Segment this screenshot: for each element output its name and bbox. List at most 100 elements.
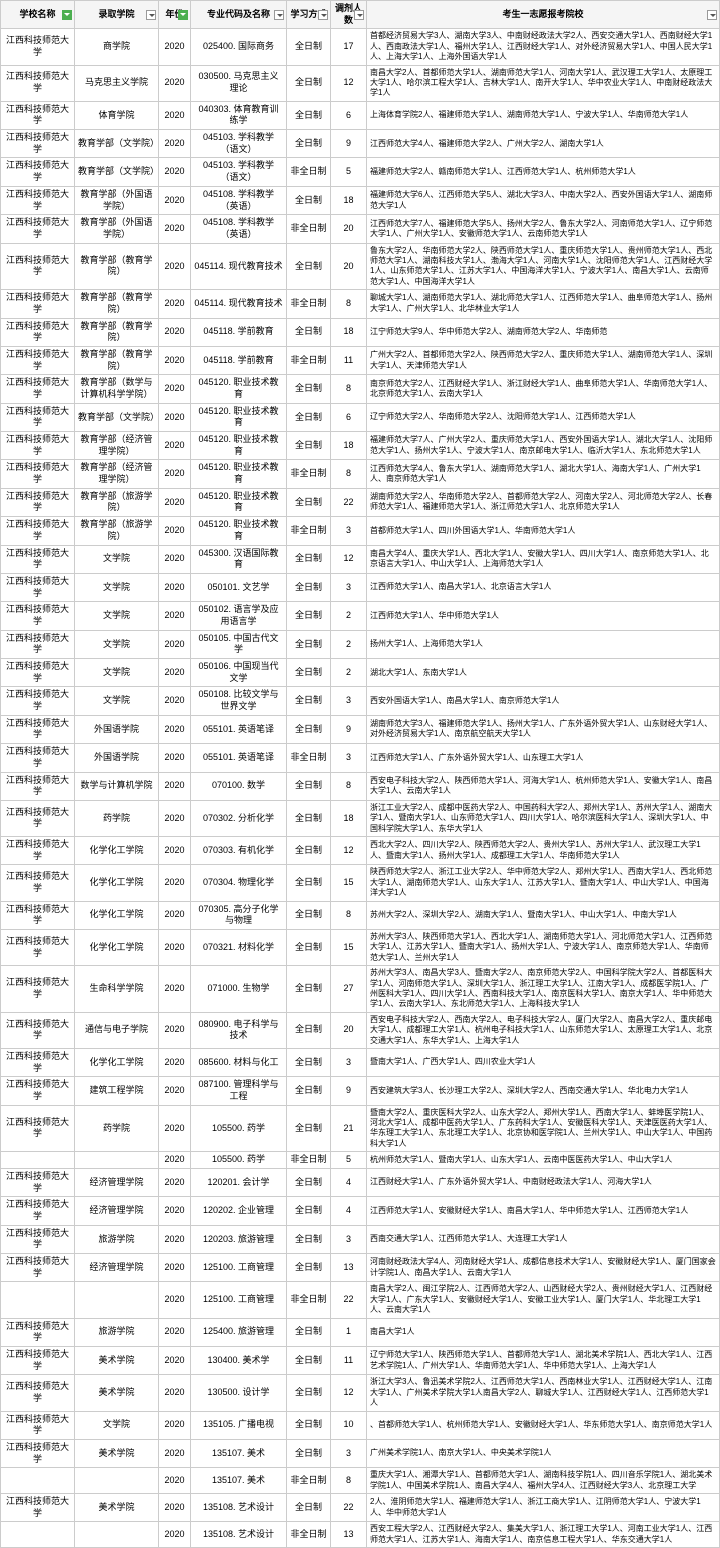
col-header-6[interactable]: 考生一志愿报考院校: [367, 1, 720, 29]
cell: 旅游学院: [75, 1318, 159, 1346]
cell: 2020: [159, 130, 191, 158]
cell: 浙江工业大学2人、成都中医药大学2人、中国药科大学2人、郑州大学1人、苏州大学1…: [367, 800, 720, 836]
filter-icon[interactable]: [354, 10, 364, 20]
cell: 2020: [159, 1105, 191, 1152]
table-row: 江西科技师范大学经济管理学院2020120202. 企业管理全日制4江西师范大学…: [1, 1197, 720, 1225]
table-row: 江西科技师范大学商学院2020025400. 国际商务全日制17首都经济贸易大学…: [1, 29, 720, 65]
cell: 070305. 高分子化学与物理: [191, 901, 287, 929]
table-row: 江西科技师范大学教育学部（教育学院）2020045118. 学前教育非全日制11…: [1, 346, 720, 374]
col-header-5[interactable]: 调剂人数: [331, 1, 367, 29]
cell: 药学院: [75, 800, 159, 836]
table-row: 江西科技师范大学教育学部（经济管理学院）2020045120. 职业技术教育全日…: [1, 432, 720, 460]
filter-icon[interactable]: [178, 10, 188, 20]
table-row: 江西科技师范大学经济管理学院2020120201. 会计学全日制4江西财经大学1…: [1, 1168, 720, 1196]
cell: 2020: [159, 101, 191, 129]
cell: 教育学部（文学院）: [75, 130, 159, 158]
filter-icon[interactable]: [62, 10, 72, 20]
cell: 045103. 学科教学（语文）: [191, 130, 287, 158]
cell: 西安电子科技大学2人、西南大学2人、电子科技大学2人、厦门大学2人、南昌大学2人…: [367, 1012, 720, 1048]
cell: 全日制: [287, 573, 331, 601]
table-row: 江西科技师范大学教育学部（教育学院）2020045114. 现代教育技术全日制2…: [1, 243, 720, 290]
table-row: 2020135108. 艺术设计非全日制13西安工程大学2人、江西财经大学2人、…: [1, 1522, 720, 1548]
cell: 055101. 英语笔译: [191, 715, 287, 743]
cell: 120203. 旅游管理: [191, 1225, 287, 1253]
cell: 2020: [159, 158, 191, 186]
cell: [1, 1522, 75, 1548]
cell: 2: [331, 630, 367, 658]
col-header-3[interactable]: 专业代码及名称: [191, 1, 287, 29]
cell: 西安外国语大学1人、南昌大学1人、南京师范大学1人: [367, 687, 720, 715]
filter-icon[interactable]: [146, 10, 156, 20]
cell: 18: [331, 318, 367, 346]
col-header-2[interactable]: 年份: [159, 1, 191, 29]
col-header-4[interactable]: 学习方式: [287, 1, 331, 29]
cell: 8: [331, 460, 367, 488]
cell: 全日制: [287, 1318, 331, 1346]
cell: 江西科技师范大学: [1, 901, 75, 929]
table-row: 江西科技师范大学美术学院2020130500. 设计学全日制12浙江大学3人、鲁…: [1, 1375, 720, 1411]
cell: 首都师范大学1人、四川外国语大学1人、华南师范大学1人: [367, 517, 720, 545]
cell: 非全日制: [287, 1468, 331, 1494]
table-row: 江西科技师范大学药学院2020105500. 药学全日制21暨南大学2人、重庆医…: [1, 1105, 720, 1152]
cell: 2020: [159, 545, 191, 573]
filter-icon[interactable]: [274, 10, 284, 20]
cell: 全日制: [287, 186, 331, 214]
cell: 江西科技师范大学: [1, 460, 75, 488]
col-header-0[interactable]: 学校名称: [1, 1, 75, 29]
cell: 9: [331, 715, 367, 743]
cell: 聊城大学1人、湖南师范大学1人、湖北师范大学1人、江西师范大学1人、曲阜师范大学…: [367, 290, 720, 318]
admissions-table: 学校名称录取学院年份专业代码及名称学习方式调剂人数考生一志愿报考院校 江西科技师…: [0, 0, 720, 1548]
cell: 文学院: [75, 659, 159, 687]
cell: 江西科技师范大学: [1, 800, 75, 836]
filter-icon[interactable]: [318, 10, 328, 20]
cell: 江西科技师范大学: [1, 215, 75, 243]
cell: 全日制: [287, 488, 331, 516]
cell: 西安工程大学2人、江西财经大学2人、集美大学1人、浙江理工大学1人、河南工业大学…: [367, 1522, 720, 1548]
cell: 江西科技师范大学: [1, 517, 75, 545]
cell: 全日制: [287, 901, 331, 929]
cell: 建筑工程学院: [75, 1077, 159, 1105]
cell: 江西科技师范大学: [1, 1168, 75, 1196]
cell: 全日制: [287, 101, 331, 129]
cell: 18: [331, 432, 367, 460]
cell: 体育学院: [75, 101, 159, 129]
cell: 2020: [159, 865, 191, 901]
cell: 经济管理学院: [75, 1197, 159, 1225]
cell: 江西科技师范大学: [1, 1077, 75, 1105]
cell: 美术学院: [75, 1439, 159, 1467]
cell: 江西科技师范大学: [1, 65, 75, 101]
cell: 浙江大学3人、鲁迅美术学院2人、江西师范大学1人、西南林业大学1人、江西财经大学…: [367, 1375, 720, 1411]
filter-icon[interactable]: [707, 10, 717, 20]
table-row: 江西科技师范大学教育学部（旅游学院）2020045120. 职业技术教育非全日制…: [1, 517, 720, 545]
table-row: 2020105500. 药学非全日制5杭州师范大学1人、暨南大学1人、山东大学1…: [1, 1152, 720, 1169]
cell: 重庆大学1人、湘潭大学1人、首都师范大学1人、湖南科技学院1人、四川音乐学院1人…: [367, 1468, 720, 1494]
cell: 江西科技师范大学: [1, 186, 75, 214]
cell: 江西科技师范大学: [1, 1197, 75, 1225]
cell: 2020: [159, 1522, 191, 1548]
cell: 6: [331, 101, 367, 129]
cell: 12: [331, 545, 367, 573]
cell: 江西师范大学7人、福建师范大学5人、扬州大学2人、鲁东大学2人、河南师范大学1人…: [367, 215, 720, 243]
cell: 江西科技师范大学: [1, 1254, 75, 1282]
cell: 2020: [159, 837, 191, 865]
cell: 9: [331, 1077, 367, 1105]
table-row: 江西科技师范大学美术学院2020135108. 艺术设计全日制222人、淮阴师范…: [1, 1494, 720, 1522]
cell: 045120. 职业技术教育: [191, 432, 287, 460]
table-row: 2020135107. 美术非全日制8重庆大学1人、湘潭大学1人、首都师范大学1…: [1, 1468, 720, 1494]
cell: 全日制: [287, 1375, 331, 1411]
col-header-1[interactable]: 录取学院: [75, 1, 159, 29]
table-row: 江西科技师范大学外国语学院2020055101. 英语笔译非全日制3江西师范大学…: [1, 744, 720, 772]
cell: 教育学部（文学院）: [75, 158, 159, 186]
cell: 全日制: [287, 1254, 331, 1282]
cell: 2020: [159, 346, 191, 374]
cell: 全日制: [287, 130, 331, 158]
cell: 17: [331, 29, 367, 65]
cell: 江西科技师范大学: [1, 346, 75, 374]
cell: 西南交通大学1人、江西师范大学1人、大连理工大学1人: [367, 1225, 720, 1253]
cell: 化学化工学院: [75, 1048, 159, 1076]
cell: 045114. 现代教育技术: [191, 243, 287, 290]
cell: 教育学部（旅游学院）: [75, 488, 159, 516]
cell: 3: [331, 687, 367, 715]
cell: 经济管理学院: [75, 1168, 159, 1196]
cell: 2020: [159, 432, 191, 460]
